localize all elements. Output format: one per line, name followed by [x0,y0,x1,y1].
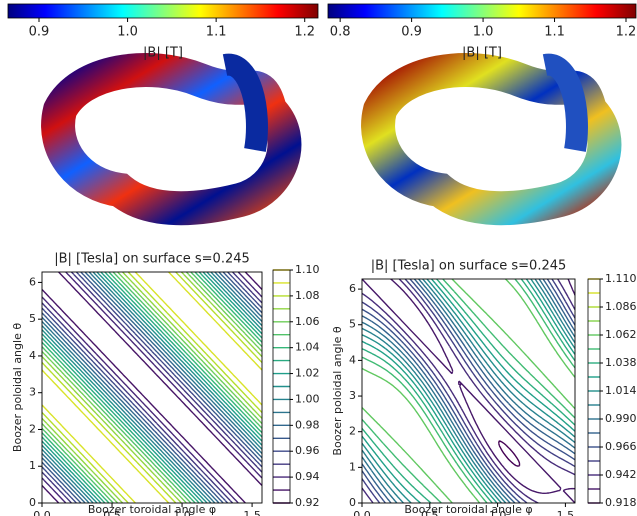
tick-label: 1.0 [473,25,494,40]
y-tick-label: 6 [29,275,36,288]
plot-title: |B| [Tesla] on surface s=0.245 [54,252,250,267]
x-tick-label: 1.0 [489,509,507,516]
contour-line [42,272,262,503]
colorbar-label: |B| [T] [143,46,183,61]
x-tick-label: 1.0 [173,509,191,516]
colorbar-tick-label: 1.04 [295,341,320,354]
colorbar-tick-label: 1.02 [295,367,320,380]
contour-line [42,272,262,503]
contour-line [498,440,521,467]
colorbar-tick-label: 0.990 [605,412,637,425]
plot-frame [361,278,576,504]
colorbar-tick-label: 1.062 [605,328,637,341]
x-tick-label: 0.0 [33,509,51,516]
colorbar-tick-label: 0.942 [605,468,637,481]
plot-title: |B| [Tesla] on surface s=0.245 [371,259,567,274]
plot-frame [41,271,263,504]
colorbar-tick-label: 1.10 [295,263,320,276]
y-tick-label: 1 [29,459,36,472]
x-tick-label: 1.5 [243,509,261,516]
colorbar-tick-label: 1.014 [605,384,637,397]
colorbar-tick-label: 0.92 [295,496,320,509]
x-axis-label: Boozer toroidal angle φ [404,503,532,516]
y-tick-label: 5 [29,312,36,325]
contour-line [42,272,262,503]
x-tick-label: 1.5 [557,509,575,516]
tick-label: 0.9 [401,25,422,40]
contour-line [42,272,262,503]
contour-line [42,272,262,503]
contour-line [362,279,575,503]
y-tick-label: 0 [29,496,36,509]
contour-line [362,279,575,503]
contour-line [362,279,575,503]
x-tick-label: 0.5 [421,509,439,516]
contour-line [42,272,262,503]
contour-line [42,272,262,503]
tick-label: 1.1 [206,25,227,40]
colorbar-tick-label: 1.06 [295,315,320,328]
colorbar-tick-label: 1.08 [295,289,320,302]
y-tick-label: 2 [29,422,36,435]
colorbar-tick-label: 1.00 [295,392,320,405]
y-tick-label: 3 [349,389,356,402]
contour-line [42,272,262,503]
colorbar-tick-label: 1.086 [605,300,637,313]
colorbar-tick-label: 1.038 [605,356,637,369]
contour-line [42,272,262,503]
colorbar [7,3,319,19]
y-axis-label: Boozer poloidal angle θ [11,323,24,452]
colorbar-tick-label: 0.94 [295,470,320,483]
contour-line [362,279,575,503]
contour-line [42,272,262,503]
tick-label: 0.9 [29,25,50,40]
colorbar-tick-label: 0.918 [605,496,637,509]
stellarator-render-right [361,53,622,226]
x-axis-label: Boozer toroidal angle φ [88,503,216,516]
contour-line [362,279,575,503]
contour-line [362,279,575,503]
y-tick-label: 6 [349,282,356,295]
y-tick-label: 4 [29,349,36,362]
contour-line [42,272,262,503]
tick-label: 1.2 [294,25,315,40]
contour-line [362,279,575,503]
tick-label: 1.1 [544,25,565,40]
colorbar-label: |B| [T] [462,46,502,61]
colorbar-tick-label: 1.110 [605,272,637,285]
y-tick-label: 4 [349,353,356,366]
y-tick-label: 2 [349,425,356,438]
y-axis-label: Boozer poloidal angle θ [331,326,344,455]
contour-line [362,279,575,503]
tick-label: 0.8 [330,25,351,40]
colorbar-tick-label: 0.966 [605,440,637,453]
x-tick-label: 0.5 [103,509,121,516]
colorbar [327,3,637,19]
contour-line [362,279,575,503]
y-tick-label: 0 [349,496,356,509]
x-tick-label: 0.0 [353,509,371,516]
tick-label: 1.2 [616,25,637,40]
tick-label: 1.0 [117,25,138,40]
y-tick-label: 1 [349,460,356,473]
contour-line [42,272,262,503]
y-tick-label: 3 [29,386,36,399]
contour-line [42,272,262,503]
colorbar-tick-label: 0.98 [295,418,320,431]
y-tick-label: 5 [349,318,356,331]
contour-line [362,279,575,503]
colorbar-frame [272,269,291,504]
colorbar-tick-label: 0.96 [295,444,320,457]
contour-line [42,272,262,503]
contour-line [42,272,262,503]
stellarator-render-left [41,53,302,226]
contour-line [42,272,262,503]
